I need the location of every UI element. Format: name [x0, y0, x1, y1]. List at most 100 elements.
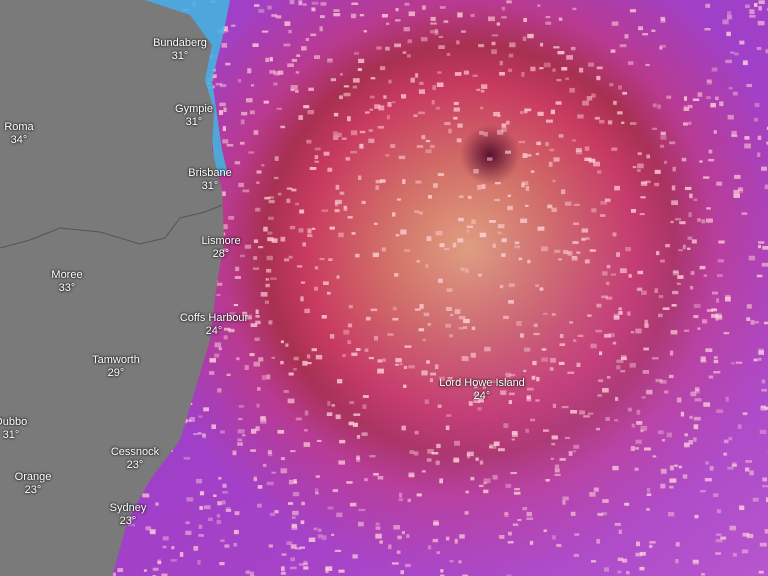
wind-particle — [637, 152, 642, 156]
wind-particle — [520, 218, 528, 223]
wind-particle — [493, 111, 501, 117]
city-label-lord-howe-island[interactable]: Lord Howe Island 24° — [439, 377, 525, 402]
wind-particle — [435, 106, 440, 110]
wind-particle — [535, 399, 540, 402]
wind-particle — [261, 30, 269, 33]
wind-particle — [237, 79, 242, 83]
wind-particle — [589, 249, 596, 252]
wind-particle — [265, 57, 270, 62]
wind-particle — [436, 551, 441, 555]
wind-particle — [422, 5, 426, 10]
wind-particle — [597, 394, 602, 397]
wind-particle — [304, 429, 308, 432]
wind-particle — [688, 212, 692, 218]
wind-particle — [520, 333, 524, 338]
city-label-gympie[interactable]: Gympie 31° — [175, 103, 213, 128]
wind-particle — [677, 275, 684, 279]
city-label-lismore[interactable]: Lismore 28° — [201, 235, 241, 260]
wind-particle — [290, 450, 296, 453]
wind-particle — [584, 157, 592, 161]
wind-particle — [744, 136, 750, 140]
wind-particle — [185, 521, 190, 525]
wind-particle — [535, 152, 540, 156]
wind-particle — [630, 446, 635, 451]
wind-particle — [697, 218, 701, 222]
city-label-dubbo[interactable]: Dubbo31° — [0, 416, 28, 441]
city-label-roma[interactable]: Roma 34° — [4, 121, 34, 146]
wind-particle — [453, 107, 460, 112]
wind-particle — [748, 255, 756, 261]
wind-particle — [214, 353, 220, 358]
wind-particle — [660, 468, 667, 474]
wind-particle — [473, 393, 480, 397]
wind-particle — [334, 209, 340, 213]
wind-particle — [739, 40, 745, 45]
city-label-tamworth[interactable]: Tamworth 29° — [92, 354, 140, 379]
wind-particle — [353, 52, 359, 55]
wind-particle — [351, 2, 359, 5]
wind-particle — [754, 102, 760, 108]
wind-particle — [593, 487, 599, 492]
wind-particle — [333, 9, 340, 12]
wind-particle — [395, 358, 402, 363]
wind-particle — [614, 522, 621, 526]
wind-particle — [396, 550, 401, 554]
city-label-bundaberg[interactable]: Bundaberg 31° — [153, 37, 207, 62]
city-label-orange[interactable]: Orange 23° — [14, 471, 52, 496]
wind-particle — [689, 193, 693, 199]
wind-particle — [217, 501, 222, 506]
wind-particle — [602, 499, 609, 503]
wind-particle — [720, 536, 727, 540]
wind-particle — [713, 356, 718, 359]
wind-particle — [233, 529, 239, 535]
wind-particle — [632, 166, 637, 169]
wind-particle — [333, 135, 339, 140]
wind-particle — [420, 37, 428, 42]
wind-particle — [571, 257, 578, 261]
wind-particle — [609, 83, 614, 87]
wind-particle — [345, 157, 351, 161]
wind-particle — [226, 144, 234, 147]
wind-particle — [617, 570, 622, 574]
wind-particle — [368, 138, 375, 143]
city-label-sydney[interactable]: Sydney 23° — [109, 502, 147, 527]
wind-particle — [117, 568, 124, 572]
wind-particle — [266, 374, 271, 380]
wind-particle — [629, 362, 636, 368]
wind-particle — [404, 2, 410, 6]
city-label-cessnock[interactable]: Cessnock 23° — [110, 446, 160, 471]
city-label-brisbane[interactable]: Brisbane 31° — [188, 167, 232, 192]
wind-particle — [438, 278, 443, 283]
wind-particle — [561, 405, 569, 409]
wind-particle — [475, 457, 479, 461]
wind-particle — [303, 560, 308, 563]
wind-particle — [655, 378, 663, 383]
wind-particle — [234, 276, 241, 279]
wind-particle — [660, 483, 666, 489]
wind-particle — [217, 388, 222, 393]
wind-particle — [697, 327, 701, 330]
wind-particle — [438, 35, 444, 38]
wind-particle — [550, 457, 554, 460]
wind-particle — [314, 147, 321, 151]
wind-particle — [599, 119, 605, 124]
wind-particle — [302, 360, 308, 366]
city-label-moree[interactable]: Moree 33° — [51, 269, 83, 294]
wind-particle — [565, 201, 572, 206]
wind-particle — [501, 16, 507, 19]
wind-particle — [436, 443, 441, 449]
wind-particle — [526, 395, 531, 400]
wind-particle — [440, 574, 445, 576]
city-label-coffs-harbour[interactable]: Coffs Harbour 24° — [179, 312, 249, 337]
wind-particle — [450, 313, 454, 317]
wind-particle — [247, 68, 252, 74]
wind-particle — [530, 418, 536, 422]
wind-particle — [235, 266, 240, 272]
wind-particle — [507, 541, 514, 544]
wind-particle — [207, 517, 213, 521]
wind-particle — [545, 142, 549, 147]
wind-particle — [386, 115, 390, 120]
wind-particle — [359, 14, 365, 17]
wind-particle — [223, 224, 228, 230]
